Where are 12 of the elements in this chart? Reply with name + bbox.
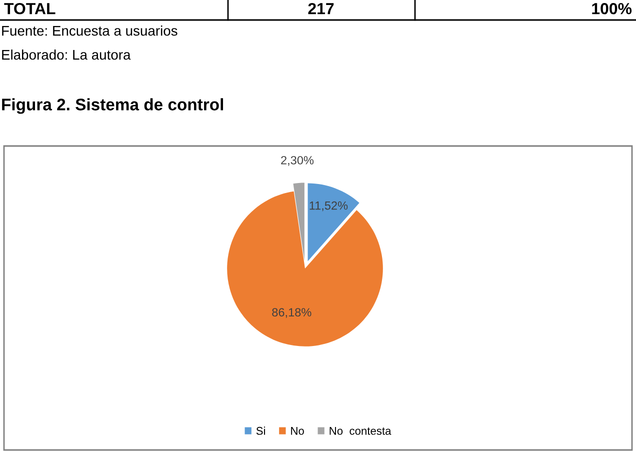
text: TOTAL [4, 2, 56, 14]
legend-label: Si [256, 426, 266, 435]
source-note: Fuente: Encuesta a usuarios [2, 26, 178, 36]
data-label: 2,30% [281, 156, 314, 166]
legend-label: No [291, 427, 304, 435]
data-label: 86,18% [272, 308, 312, 318]
chart-title: Figura 2. Sistema de control [2, 98, 224, 114]
text: 100% [592, 2, 632, 14]
text: Elaborado: La autora [2, 50, 131, 60]
text: 217 [308, 2, 334, 14]
data-label: 11,52% [310, 201, 348, 212]
legend-label: No contesta [330, 427, 392, 435]
